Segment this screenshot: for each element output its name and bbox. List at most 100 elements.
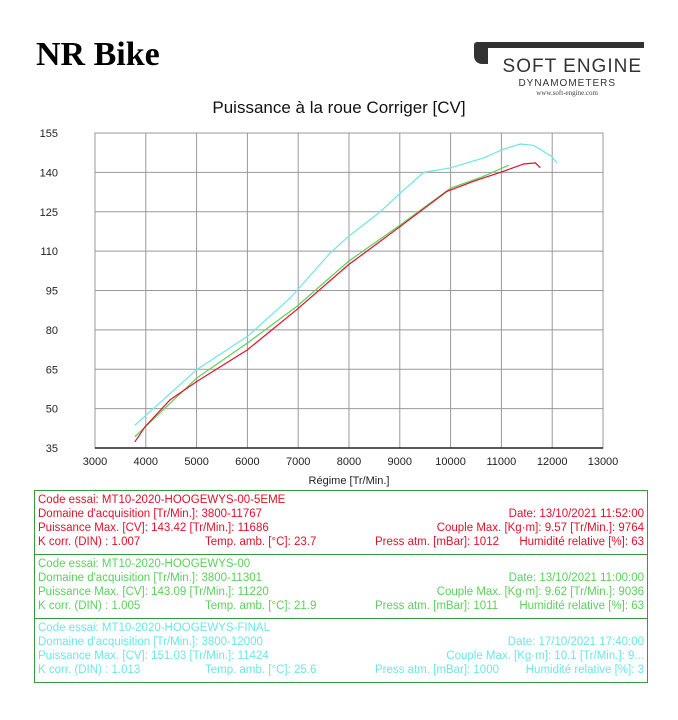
data-point [144, 425, 146, 428]
soft-engine-logo: SOFT ENGINE DYNAMOMETERS www.soft-engine… [466, 36, 646, 98]
x-axis-label: Régime [Tr/Min.] [309, 475, 390, 487]
info-puissance: Puissance Max. [CV]: 143.42 [Tr/Min.]: 1… [38, 522, 269, 534]
info-press: Press atm. [mBar]: 1000 [375, 664, 499, 676]
chart-title: Puissance à la roue Corriger [CV] [212, 98, 466, 117]
info-domaine: Domaine d'acquisition [Tr/Min.]: 3800-11… [38, 508, 263, 520]
info-code: Code essai: MT10-2020-HOOGEWYS-00 [38, 558, 251, 570]
data-point [399, 192, 401, 194]
series-line-0 [134, 143, 558, 426]
data-point [347, 264, 350, 266]
info-temp: Temp. amb. [°C]: 25.6 [205, 664, 317, 676]
data-point [449, 167, 451, 169]
test-info-0: Code essai: MT10-2020-HOOGEWYS-00-5EME Do… [35, 491, 647, 555]
x-tick-label: 4000 [134, 456, 158, 468]
x-tick-label: 8000 [337, 456, 361, 468]
data-point [519, 143, 521, 145]
info-press: Press atm. [mBar]: 1012 [375, 536, 499, 548]
info-domaine: Domaine d'acquisition [Tr/Min.]: 3800-12… [38, 636, 263, 648]
info-code: Code essai: MT10-2020-HOOGEWYS-00-5EME [38, 494, 286, 506]
data-point [472, 180, 475, 182]
y-tick-label: 140 [40, 167, 58, 179]
logo-brand: SOFT ENGINE [502, 56, 642, 77]
data-point [329, 252, 331, 254]
data-point [551, 155, 553, 157]
logo-url: www.soft-engine.com [536, 89, 598, 97]
y-tick-label: 50 [46, 404, 58, 416]
data-point [501, 149, 503, 151]
x-tick-label: 9000 [388, 456, 412, 468]
data-point [556, 162, 558, 164]
info-temp: Temp. amb. [°C]: 23.7 [205, 536, 317, 548]
data-point [483, 157, 485, 159]
x-tick-label: 3000 [83, 456, 107, 468]
info-kcorr: K corr. (DIN) : 1.013 [38, 664, 141, 676]
data-point [539, 166, 541, 168]
info-kcorr: K corr. (DIN) : 1.007 [38, 536, 141, 548]
page-title: NR Bike [36, 36, 160, 73]
data-point [296, 309, 298, 311]
data-point [169, 399, 171, 401]
info-couple: Couple Max. [Kg·m]: 9.62 [Tr/Min.]: 9036 [436, 586, 644, 598]
info-couple: Couple Max. [Kg·m]: 9.57 [Tr/Min.]: 9764 [436, 522, 644, 534]
data-point [134, 435, 136, 438]
data-point [446, 190, 448, 192]
data-point [534, 162, 537, 164]
info-code: Code essai: MT10-2020-HOOGEWYS-FINAL [38, 622, 270, 634]
x-tick-label: 13000 [588, 456, 619, 468]
data-point [289, 297, 291, 299]
data-point [347, 235, 350, 238]
info-hum: Humidité relative [%]: 63 [519, 536, 644, 548]
x-tick-label: 12000 [537, 456, 568, 468]
info-couple: Couple Max. [Kg·m]: 10.1 [Tr/Min.]: 9... [446, 650, 644, 662]
test-info-panel: Code essai: MT10-2020-HOOGEWYS-00-5EME Do… [34, 490, 648, 683]
power-chart: 3000 4000 5000 6000 7000 8000 9000 10000 11000 12… [40, 128, 619, 487]
test-info-1: Code essai: MT10-2020-HOOGEWYS-00 Domaine… [35, 555, 647, 619]
y-tick-label: 65 [46, 364, 58, 376]
data-point [502, 170, 505, 172]
data-point [196, 369, 198, 371]
data-point [134, 440, 136, 443]
data-point [196, 377, 198, 379]
y-tick-label: 80 [46, 325, 58, 337]
info-hum: Humidité relative [%]: 63 [519, 600, 644, 612]
data-point [532, 144, 535, 146]
data-point [246, 349, 248, 351]
y-tick-label: 95 [46, 286, 58, 298]
data-point [296, 305, 298, 308]
data-point [483, 175, 485, 177]
x-tick-label: 7000 [286, 456, 310, 468]
x-tick-label: 10000 [435, 456, 466, 468]
info-hum: Humidité relative [%]: 3 [525, 664, 644, 676]
series-line-2 [134, 162, 541, 442]
info-puissance: Puissance Max. [CV]: 143.09 [Tr/Min.]: 1… [38, 586, 269, 598]
y-tick-label: 155 [40, 128, 58, 140]
data-point [423, 171, 425, 173]
data-point [399, 225, 401, 228]
logo-sub: DYNAMOMETERS [518, 78, 616, 89]
logo-bar [474, 42, 644, 48]
info-date: Date: 17/10/2021 17:40:00 [507, 636, 644, 648]
data-point [523, 163, 525, 165]
data-point [507, 164, 510, 166]
info-date: Date: 13/10/2021 11:52:00 [508, 508, 644, 520]
x-tick-label: 6000 [235, 456, 259, 468]
info-domaine: Domaine d'acquisition [Tr/Min.]: 3800-11… [38, 572, 263, 584]
y-tick-label: 110 [40, 246, 58, 258]
data-point [134, 424, 136, 426]
y-tick-label: 35 [46, 443, 58, 455]
data-point [246, 335, 248, 338]
data-point [399, 224, 401, 226]
data-point [347, 260, 350, 262]
test-info-2: Code essai: MT10-2020-HOOGEWYS-FINAL Doma… [35, 619, 647, 682]
data-point [246, 342, 248, 344]
data-point [450, 187, 452, 189]
info-puissance: Puissance Max. [CV]: 151.03 [Tr/Min.]: 1… [38, 650, 269, 662]
data-point [196, 380, 198, 383]
info-date: Date: 13/10/2021 11:00:00 [508, 572, 644, 584]
info-temp: Temp. amb. [°C]: 21.9 [205, 600, 317, 612]
y-tick-label: 125 [40, 207, 58, 219]
data-point [379, 211, 381, 213]
info-kcorr: K corr. (DIN) : 1.005 [38, 600, 141, 612]
x-tick-label: 5000 [184, 456, 208, 468]
x-tick-label: 11000 [487, 456, 517, 468]
